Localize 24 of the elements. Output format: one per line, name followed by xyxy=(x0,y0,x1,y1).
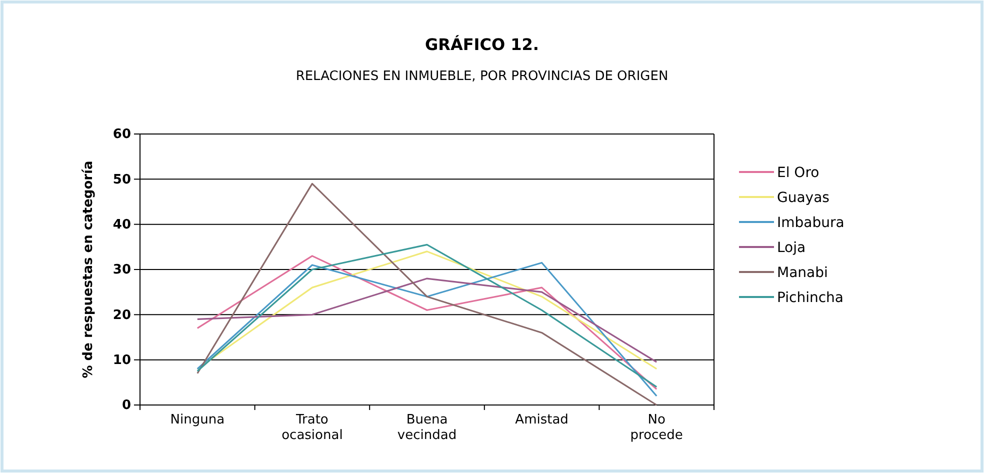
x-tick-label: Ninguna xyxy=(170,412,225,428)
line-series xyxy=(196,182,658,406)
y-tick-label: 60 xyxy=(112,127,131,142)
y-tick-label: 50 xyxy=(112,172,131,188)
y-tick-label: 30 xyxy=(112,262,131,278)
y-tick-label: 10 xyxy=(112,352,131,368)
chart-subtitle: RELACIONES EN INMUEBLE, POR PROVINCIAS DE ORIGEN xyxy=(296,69,668,84)
y-tick-label: 20 xyxy=(112,308,131,323)
x-tick-label: Amistad xyxy=(515,412,568,428)
chart-title: GRÁFICO 12. xyxy=(425,35,539,54)
line-series xyxy=(196,250,658,370)
x-tick-label: Buena vecindad xyxy=(397,412,457,444)
line-series xyxy=(196,278,658,363)
x-tick-label: No procede xyxy=(630,412,683,444)
y-axis-title: % de respuestas en categoría xyxy=(81,160,96,378)
legend-label: Loja xyxy=(777,240,806,256)
x-tick-label: Trato ocasional xyxy=(282,412,343,444)
legend-label: Guayas xyxy=(777,190,830,206)
y-tick-label: 0 xyxy=(122,398,131,414)
legend-label: El Oro xyxy=(777,164,820,181)
legend-label: Imbabura xyxy=(777,214,844,231)
legend-label: Manabi xyxy=(777,264,828,281)
legend-label: Pichincha xyxy=(777,290,844,306)
y-tick-label: 40 xyxy=(112,217,131,232)
